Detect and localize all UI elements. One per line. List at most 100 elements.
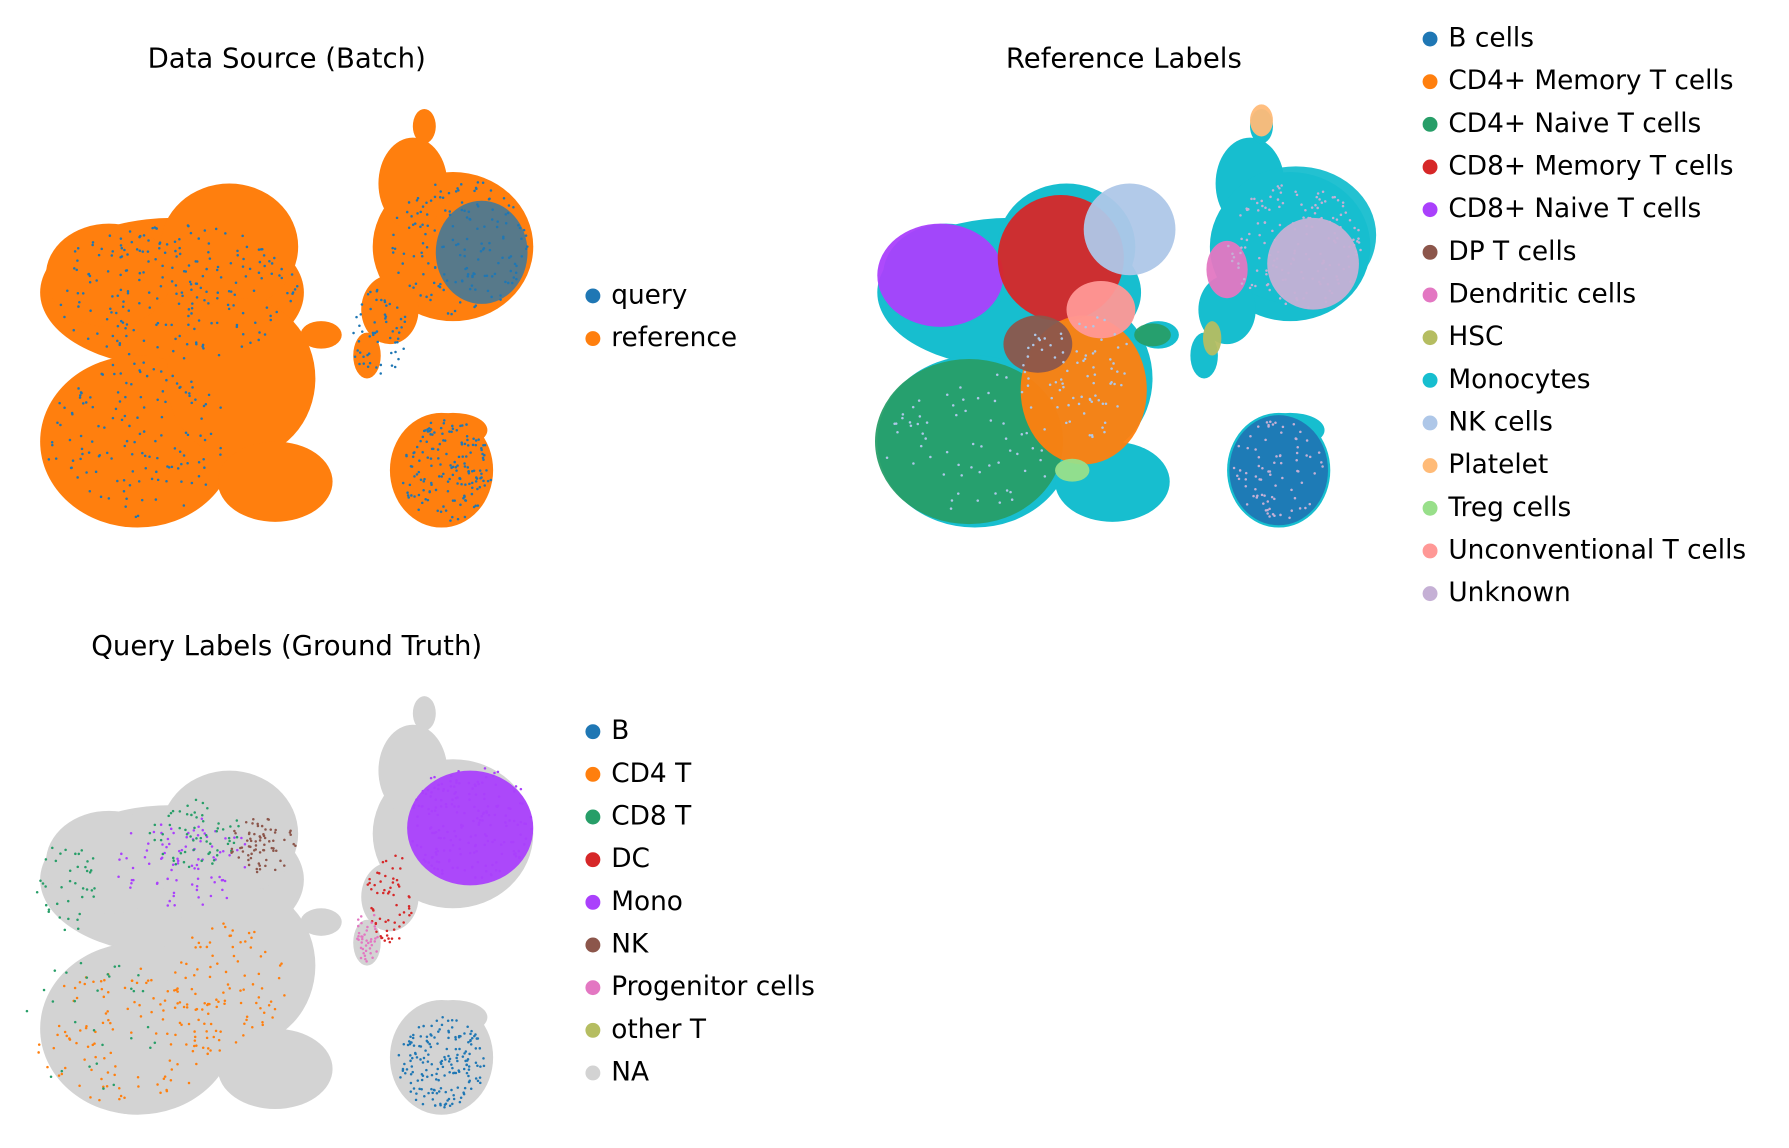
cell-point — [187, 1081, 191, 1085]
cell-point — [385, 304, 388, 307]
cell-point — [180, 291, 184, 294]
cell-point — [1043, 428, 1046, 431]
cell-point — [422, 1056, 426, 1060]
cell-point — [995, 373, 999, 377]
cell-point — [423, 477, 426, 481]
cell-point — [200, 859, 203, 863]
cell-point — [76, 247, 80, 250]
cell-point — [1091, 435, 1094, 439]
cell-point — [450, 774, 453, 777]
cell-point — [236, 848, 239, 852]
cell-point — [1341, 204, 1345, 208]
cell-point — [458, 301, 462, 304]
cell-point — [193, 1030, 196, 1033]
cell-point — [1104, 402, 1108, 405]
cell-point — [189, 282, 193, 286]
cell-point — [1297, 470, 1300, 473]
cell-point — [457, 805, 460, 808]
cell-cloud — [412, 696, 436, 731]
cell-point — [1323, 200, 1327, 203]
cell-point — [1337, 263, 1341, 266]
cell-point — [138, 1003, 141, 1007]
cell-point — [438, 196, 442, 199]
cell-point — [245, 245, 249, 249]
cell-point — [430, 809, 434, 813]
cell-point — [60, 886, 63, 889]
cell-point — [484, 775, 488, 779]
cell-point — [1232, 466, 1236, 470]
cell-point — [55, 902, 59, 906]
cell-point — [499, 298, 502, 301]
cell-point — [98, 1098, 101, 1102]
cell-point — [431, 1091, 434, 1095]
cell-point — [223, 925, 227, 929]
cell-point — [209, 842, 212, 845]
cell-point — [439, 282, 442, 286]
cell-point — [1005, 489, 1009, 492]
cell-point — [161, 276, 164, 279]
cell-point — [426, 1040, 430, 1044]
cell-point — [429, 421, 433, 425]
cell-point — [397, 357, 400, 361]
cell-point — [413, 222, 417, 225]
cell-point — [56, 421, 59, 424]
cell-point — [264, 864, 267, 868]
cell-point — [254, 321, 257, 324]
cell-point — [64, 848, 67, 852]
cell-point — [415, 1056, 419, 1059]
cell-point — [142, 430, 146, 433]
cell-point — [486, 289, 490, 293]
cell-point — [359, 313, 363, 316]
cell-point — [446, 312, 450, 315]
cell-point — [463, 254, 466, 258]
cell-point — [136, 416, 139, 419]
cell-point — [483, 792, 486, 796]
cell-point — [1287, 271, 1290, 275]
cell-point — [473, 851, 476, 854]
cell-point — [456, 1053, 459, 1057]
cell-point — [140, 498, 144, 502]
cell-point — [216, 297, 219, 300]
cell-point — [174, 1033, 177, 1037]
cell-point — [463, 868, 467, 872]
cell-point — [482, 811, 486, 814]
cell-point — [440, 475, 444, 478]
cell-point — [422, 272, 425, 276]
cell-point — [496, 220, 499, 223]
cell-point — [409, 1059, 412, 1063]
cell-point — [459, 853, 462, 856]
legend-marker — [585, 724, 601, 740]
cell-point — [106, 990, 110, 994]
cell-point — [467, 781, 471, 785]
cell-point — [424, 429, 427, 432]
cell-point — [460, 826, 463, 829]
cell-point — [471, 275, 474, 279]
cell-point — [78, 396, 82, 399]
cell-point — [233, 293, 237, 297]
cell-point — [203, 229, 207, 232]
cell-point — [215, 829, 219, 833]
cell-point — [93, 1042, 96, 1045]
cell-point — [474, 304, 478, 307]
cell-point — [395, 306, 399, 309]
cell-point — [269, 314, 272, 318]
cell-point — [397, 271, 400, 274]
cell-point — [1049, 343, 1052, 347]
cell-point — [411, 839, 414, 843]
cell-point — [119, 255, 122, 259]
cell-point — [272, 847, 275, 850]
cell-point — [1254, 475, 1258, 478]
cell-point — [160, 415, 164, 419]
cell-point — [494, 869, 498, 872]
cell-point — [499, 843, 503, 846]
cell-point — [215, 998, 218, 1001]
cell-point — [52, 1046, 56, 1050]
cell-point — [158, 247, 161, 250]
cell-point — [97, 253, 101, 257]
cell-point — [1357, 228, 1360, 232]
cell-point — [85, 869, 89, 873]
cell-point — [174, 249, 177, 253]
cell-point — [272, 849, 275, 852]
cell-point — [446, 489, 450, 493]
cell-point — [283, 994, 286, 997]
